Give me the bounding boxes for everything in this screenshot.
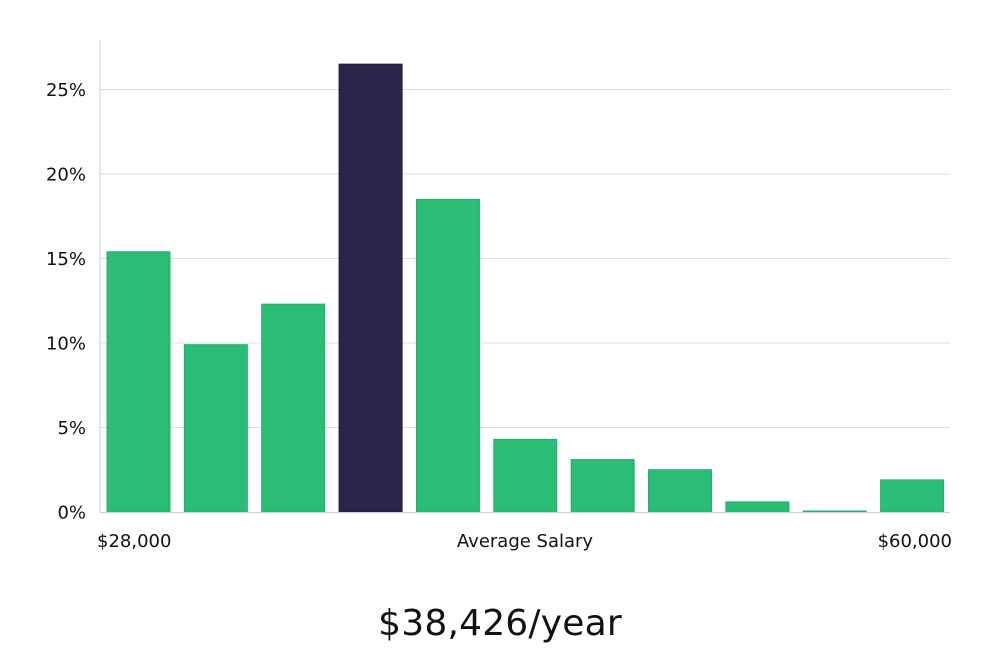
x-label-left: $28,000 xyxy=(97,531,171,552)
histogram-bar xyxy=(493,438,558,513)
y-tick-label: 25% xyxy=(46,80,86,101)
histogram-bar xyxy=(725,501,790,513)
histogram-bar xyxy=(802,510,867,513)
grid-lines xyxy=(100,89,950,428)
histogram-bar-highlighted xyxy=(338,63,403,513)
y-tick-label: 20% xyxy=(46,165,86,186)
histogram-bar xyxy=(183,344,248,513)
x-label-right: $60,000 xyxy=(878,531,952,552)
histogram-bar xyxy=(261,303,326,513)
x-axis-title: Average Salary xyxy=(457,531,594,552)
y-tick-label: 15% xyxy=(46,249,86,270)
y-tick-labels: 0% 5% 10% 15% 20% 25% xyxy=(46,80,86,524)
histogram-bar xyxy=(415,198,480,513)
histogram-bar xyxy=(648,469,713,513)
y-tick-label: 5% xyxy=(57,418,86,439)
average-salary-summary: $38,426/year xyxy=(378,603,622,644)
histogram-bars xyxy=(106,63,945,513)
y-tick-label: 0% xyxy=(57,503,86,524)
histogram-bar xyxy=(570,459,635,513)
histogram-bar xyxy=(880,479,945,513)
histogram-bar xyxy=(106,251,171,513)
y-tick-label: 10% xyxy=(46,334,86,355)
